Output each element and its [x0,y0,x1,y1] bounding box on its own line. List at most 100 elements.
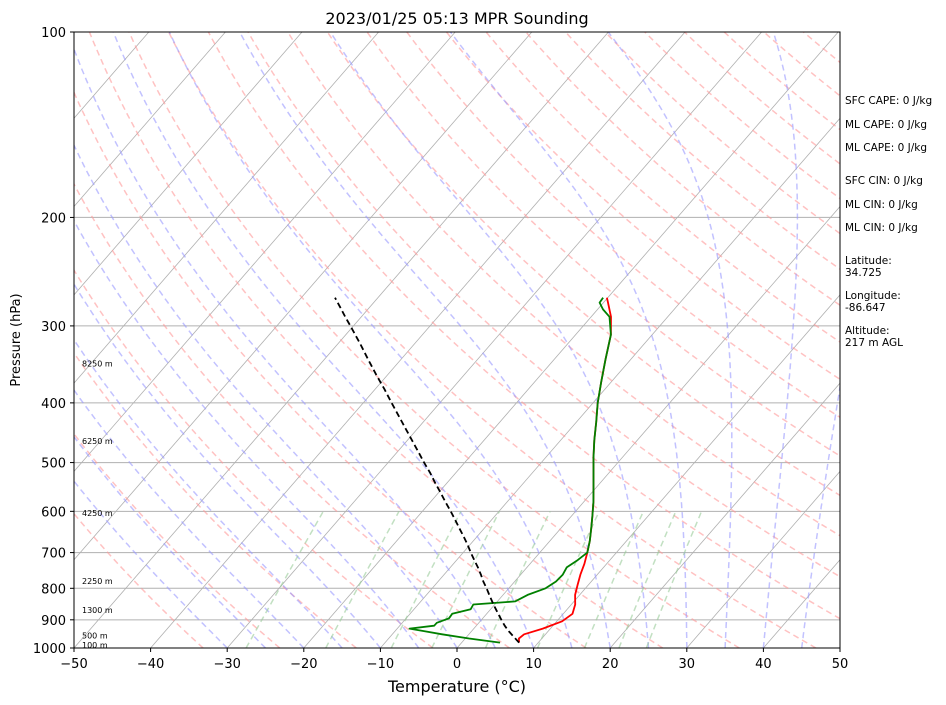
plot-frame [73,31,841,649]
ml-cin-text-2: ML CIN: 0 J/kg [845,222,918,234]
dry-adiabat-line [168,32,817,648]
parcel-path-line [334,297,520,644]
mixing-ratio-line [645,511,703,648]
x-tick-label: −10 [367,657,394,672]
x-tick-label: −30 [213,657,240,672]
info-panel: SFC CAPE: 0 J/kg ML CAPE: 0 J/kg ML CAPE… [845,95,932,349]
isotherm-line [303,32,839,648]
moist-adiabat-line [168,32,573,648]
x-tick-label: −20 [290,657,317,672]
height-label: 100 m [82,641,108,650]
x-tick-label: 50 [832,657,849,672]
y-tick-label: 900 [41,614,66,629]
moist-adiabat-line [239,32,611,648]
mixing-ratio-line [325,510,400,648]
moist-adiabat-line [74,435,267,648]
isotherm-line [74,32,226,208]
y-axis: 1000 900 800 700 600 500 400 300 200 100 [33,26,74,657]
x-tick-label: 0 [453,657,461,672]
dry-adiabat-line [604,32,840,235]
altitude-value: 217 m AGL [845,337,903,349]
moist-adiabat-line [74,47,496,648]
height-label: 500 m [82,632,108,641]
moist-adiabat-line [800,382,840,648]
isotherm-line [609,382,840,648]
x-axis: −50 −40 −30 −20 −10 0 10 20 30 40 50 [60,648,848,672]
y-tick-label: 800 [41,582,66,597]
moist-adiabat-line [449,32,688,648]
data-series [334,297,612,644]
height-label: 8250 m [82,359,113,368]
y-tick-label: 400 [41,397,66,412]
moist-adiabat-line [74,219,420,648]
isotherm-line [74,32,456,473]
y-tick-label: 300 [41,320,66,335]
y-tick-label: 600 [41,505,66,520]
isotherm-line [226,32,762,648]
altitude-label: Altitude: [845,325,890,337]
longitude-value: -86.647 [845,302,886,314]
mixing-ratio-line [618,511,677,648]
x-tick-label: 10 [525,657,542,672]
ml-cin-text: ML CIN: 0 J/kg [845,199,918,211]
dry-adiabat-line [74,432,281,648]
dry-adiabat-line [564,32,840,270]
mixing-ratio-line [245,510,324,648]
y-tick-label: 200 [41,211,66,226]
isotherm-line [380,117,840,648]
x-tick-label: 40 [755,657,772,672]
latitude-value: 34.725 [845,267,882,279]
temperature-line [518,297,612,643]
x-tick-label: 30 [679,657,696,672]
dry-adiabat-line [88,32,664,648]
y-tick-label: 700 [41,547,66,562]
mixing-ratio-line [536,510,600,648]
isotherm-line [74,32,303,296]
background-lines [74,32,840,648]
ml-cape-text: ML CAPE: 0 J/kg [845,119,927,131]
x-tick-label: 20 [602,657,619,672]
mixing-ratio-line [583,511,644,648]
y-tick-label: 1000 [33,642,66,657]
dry-adiabat-line [366,32,840,457]
y-axis-label: Pressure (hPa) [9,293,24,386]
dry-adiabat-line [406,32,840,419]
moist-adiabat-line [74,338,343,648]
dry-adiabat-line [128,32,740,648]
moist-adiabat-line [74,479,228,648]
x-tick-label: −50 [60,657,87,672]
dry-adiabat-line [326,32,840,497]
moist-adiabat-line [607,32,733,648]
dry-adiabat-line [247,32,840,578]
y-tick-label: 500 [41,457,66,472]
sfc-cin-text: SFC CIN: 0 J/kg [845,175,923,187]
dry-adiabat-line [207,32,840,620]
dewpoint-line [408,297,612,644]
mixing-ratio-line [390,510,462,648]
chart-title: 2023/01/25 05:13 MPR Sounding [325,9,588,28]
isotherm-line [533,294,840,648]
dry-adiabat-line [74,90,587,648]
mixing-ratio-line [431,510,501,648]
mixing-ratio-line [484,510,551,648]
dry-adiabat-line [74,182,510,648]
moist-adiabat-line [74,143,458,648]
isotherm-line [686,470,840,648]
moist-adiabat-line [762,32,799,648]
height-label: 1300 m [82,606,113,615]
y-tick-label: 100 [41,26,66,41]
isotherm-line [74,32,533,561]
moist-adiabat-line [329,32,650,648]
sfc-cape-text: SFC CAPE: 0 J/kg [845,95,932,107]
latitude-label: Latitude: [845,255,892,267]
x-axis-label: Temperature (°C) [387,677,526,696]
dry-adiabat-line [74,268,434,648]
height-label: 4250 m [82,509,113,518]
moist-adiabat-line [112,32,535,648]
x-tick-label: −40 [137,657,164,672]
dry-adiabat-line [74,512,204,648]
dry-adiabat-line [525,32,840,307]
ml-cape-text-2: ML CAPE: 0 J/kg [845,142,927,154]
